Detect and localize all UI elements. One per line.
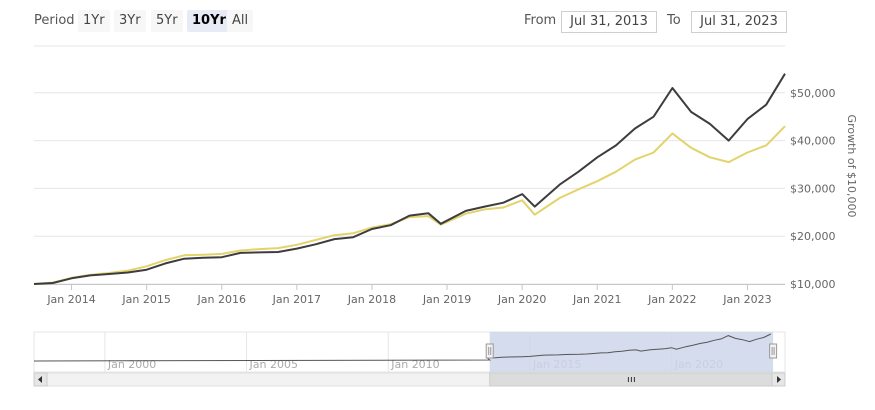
period-button-5yr[interactable]: 5Yr [151,10,183,32]
y-tick-label: $10,000 [790,278,836,291]
arrow-right-icon [777,376,781,383]
to-label: To [667,13,681,28]
navigator-left-handle[interactable] [485,343,494,359]
navigator-series-line [33,333,772,362]
period-label: Period [34,13,75,28]
x-tick-label: Jan 2014 [46,293,95,306]
navigator-tick-label: Jan 2000 [107,358,156,371]
from-date-input[interactable] [561,11,657,33]
scrollbar[interactable] [33,372,786,387]
x-tick-label: Jan 2016 [197,293,246,306]
period-button-all[interactable]: All [227,10,254,32]
series-line-1 [33,73,786,285]
x-tick-label: Jan 2022 [647,293,696,306]
x-tick-label: Jan 2021 [572,293,621,306]
grid-lines [34,45,785,285]
y-axis-title: Growth of $10,000 [845,115,858,218]
x-tick-label: Jan 2023 [722,293,771,306]
x-tick-label: Jan 2018 [347,293,396,306]
x-tick-label: Jan 2017 [272,293,321,306]
y-axis-ticks: $10,000 $20,000 $30,000 $40,000 $50,000 [790,87,836,291]
series-lines [33,73,786,285]
y-tick-label: $30,000 [790,182,836,195]
x-tick-label: Jan 2019 [422,293,471,306]
y-tick-label: $20,000 [790,230,836,243]
x-tick-label: Jan 2015 [121,293,170,306]
y-tick-label: $40,000 [790,135,836,148]
to-date-input[interactable] [691,11,787,33]
arrow-left-icon [38,376,42,383]
navigator-selected-range[interactable] [489,332,774,372]
x-axis-ticks: Jan 2014 Jan 2015 Jan 2016 Jan 2017 Jan 2018… [46,284,772,306]
navigator-tick-label: Jan 2010 [390,358,439,371]
series-line-2 [33,125,786,285]
from-label: From [524,13,557,28]
period-button-10yr[interactable]: 10Yr [187,10,231,32]
period-button-3yr[interactable]: 3Yr [114,10,146,32]
period-button-1yr[interactable]: 1Yr [78,10,110,32]
range-toolbar: Period 1Yr 3Yr 5Yr 10Yr All From To [0,0,875,42]
navigator-right-handle[interactable] [769,343,778,359]
navigator-tick-label: Jan 2005 [249,358,298,371]
x-tick-label: Jan 2020 [497,293,546,306]
y-tick-label: $50,000 [790,87,836,100]
